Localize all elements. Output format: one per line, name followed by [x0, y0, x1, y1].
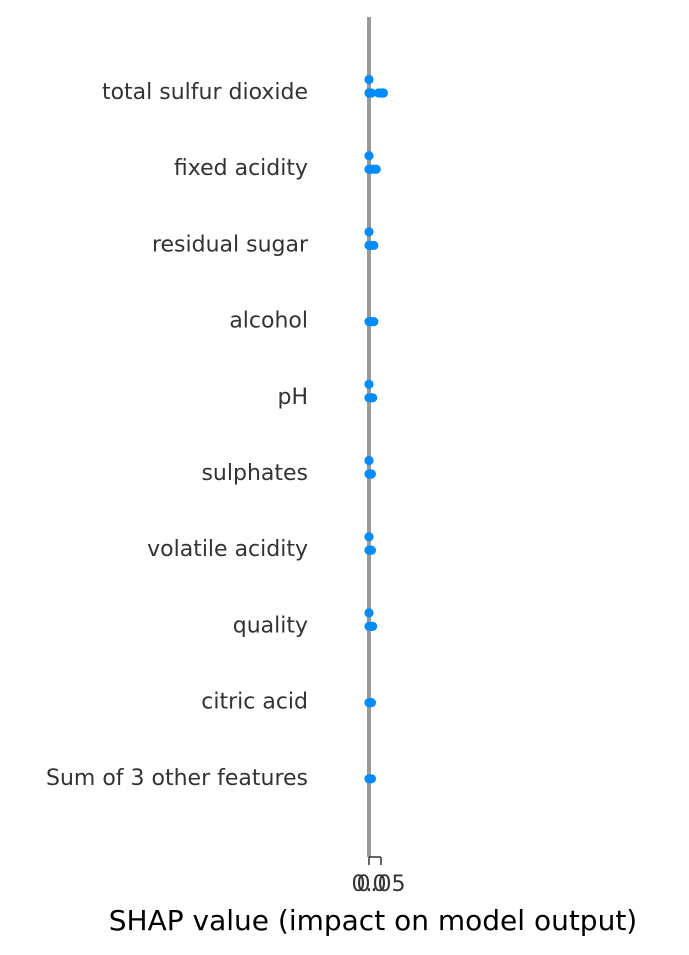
shap-point — [366, 698, 376, 708]
shap-point — [364, 227, 374, 237]
x-tick-label: 0.05 — [357, 872, 406, 897]
feature-label-sum-of-3-other-features: Sum of 3 other features — [46, 766, 308, 791]
feature-label-ph: pH — [277, 385, 308, 410]
feature-label-total-sulfur-dioxide: total sulfur dioxide — [102, 80, 308, 105]
x-axis: 0.00.05 — [352, 856, 406, 897]
feature-label-sulphates: sulphates — [201, 461, 308, 486]
feature-label-residual-sugar: residual sugar — [152, 232, 309, 257]
feature-label-alcohol: alcohol — [229, 309, 308, 334]
shap-point — [366, 469, 376, 479]
x-tick-label: 0.0 — [352, 872, 387, 897]
shap-point — [369, 317, 379, 327]
shap-point — [368, 621, 378, 632]
shap-point — [369, 240, 379, 250]
shap-point — [364, 151, 374, 161]
shap-point — [364, 455, 374, 466]
shap-point — [366, 545, 376, 555]
shap-point — [364, 379, 374, 389]
shap-point — [366, 774, 376, 784]
x-axis-label: SHAP value (impact on model output) — [109, 904, 637, 937]
shap-point — [366, 88, 376, 98]
shap-point — [371, 164, 381, 174]
shap-point — [364, 74, 374, 85]
feature-label-quality: quality — [233, 613, 308, 638]
shap-points — [364, 74, 388, 784]
shap-point — [364, 532, 374, 542]
shap-point — [378, 88, 388, 98]
feature-label-volatile-acidity: volatile acidity — [147, 537, 308, 562]
feature-labels: total sulfur dioxide fixed acidity residua… — [46, 80, 309, 791]
shap-point — [368, 393, 378, 403]
feature-label-citric-acid: citric acid — [201, 690, 308, 715]
shap-point — [364, 608, 374, 618]
feature-label-fixed-acidity: fixed acidity — [174, 156, 308, 181]
